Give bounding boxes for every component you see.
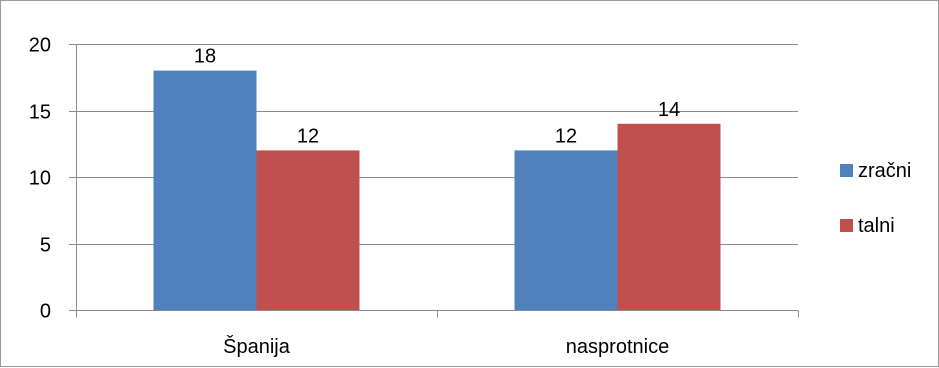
data-label: 12 [555, 125, 577, 147]
data-labels: 18 12 12 14 [194, 46, 680, 148]
legend-label: talni [858, 215, 895, 237]
data-label: 12 [297, 125, 319, 147]
data-label: 14 [658, 99, 680, 121]
legend-swatch [840, 164, 853, 177]
y-tick-label: 15 [29, 102, 51, 124]
y-tick-label: 0 [40, 301, 51, 323]
legend-swatch [840, 219, 853, 232]
bar [153, 70, 257, 310]
bars [153, 70, 721, 310]
bar [514, 150, 618, 310]
y-tick-label: 5 [40, 235, 51, 257]
y-tick-label: 20 [29, 35, 51, 57]
data-label: 18 [194, 46, 216, 68]
y-tick-label: 10 [29, 168, 51, 190]
axes: 0 5 10 15 20 Španija nasprotnice [29, 35, 799, 358]
legend: zračni talni [840, 160, 911, 237]
bar [617, 123, 721, 310]
legend-label: zračni [858, 160, 911, 182]
bar [256, 150, 360, 310]
x-tick-label: Španija [223, 335, 291, 358]
x-tick-label: nasprotnice [566, 336, 669, 358]
